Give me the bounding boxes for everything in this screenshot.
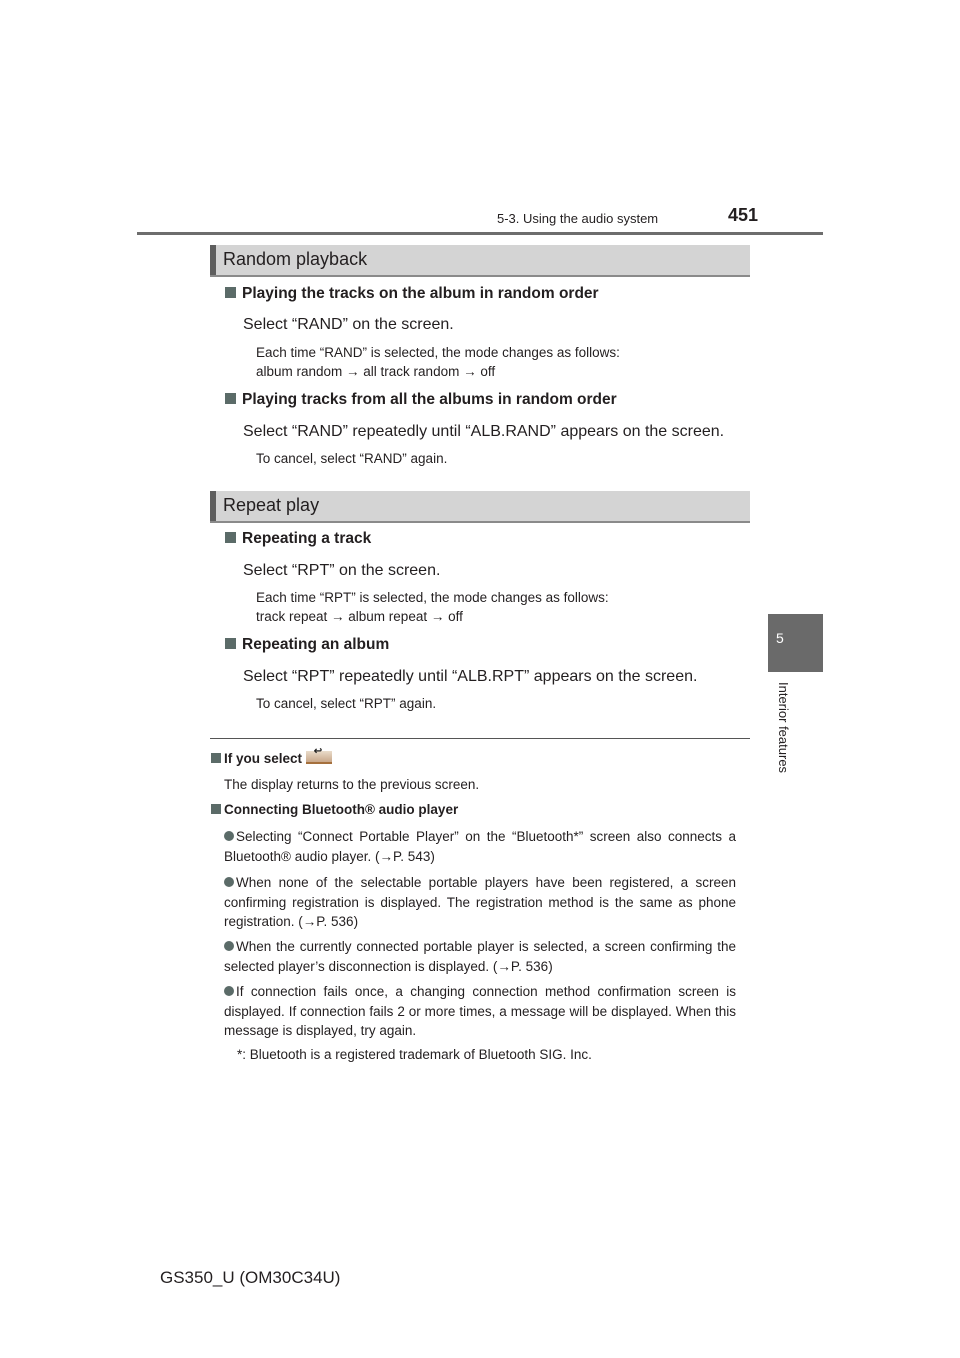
instruction: Select “RPT” repeatedly until “ALB.RPT” …	[243, 668, 698, 685]
note: To cancel, select “RAND” again.	[256, 451, 448, 466]
chapter-tab: 5	[768, 614, 823, 672]
note: The display returns to the previous scre…	[224, 777, 480, 792]
subheading: Playing tracks from all the albums in ra…	[225, 391, 617, 409]
subheading: Playing the tracks on the album in rando…	[225, 285, 599, 303]
header-rule	[137, 232, 823, 235]
chapter-label: Interior features	[776, 682, 791, 774]
subheading: Repeating an album	[225, 636, 389, 654]
bullet-icon	[224, 831, 234, 841]
bullet-icon	[224, 986, 234, 996]
page-number: 451	[728, 205, 759, 225]
divider	[210, 738, 750, 739]
section-header-repeat: Repeat play	[210, 491, 750, 523]
section-header-random: Random playback	[210, 245, 750, 277]
chapter-number: 5	[776, 630, 784, 646]
note-heading: If you select	[211, 746, 332, 766]
instruction: Select “RAND” repeatedly until “ALB.RAND…	[243, 423, 725, 440]
back-icon	[305, 746, 332, 764]
note: Each time “RPT” is selected, the mode ch…	[256, 590, 609, 605]
bullet-item: If connection fails once, a changing con…	[224, 984, 736, 1038]
instruction: Select “RAND” on the screen.	[243, 316, 454, 333]
bullet-item: When none of the selectable portable pla…	[224, 875, 736, 929]
bullet-icon	[224, 941, 234, 951]
footnote: *: Bluetooth is a registered trademark o…	[237, 1047, 592, 1062]
section-title: Random playback	[223, 249, 368, 269]
bullet-item: When the currently connected portable pl…	[224, 939, 736, 974]
note: To cancel, select “RPT” again.	[256, 696, 437, 711]
note: Each time “RAND” is selected, the mode c…	[256, 345, 620, 360]
running-header: 5-3. Using the audio system	[497, 211, 659, 226]
note-heading: Connecting Bluetooth® audio player	[211, 802, 458, 817]
footer-model: GS350_U (OM30C34U)	[160, 1268, 341, 1287]
note: track repeat → album repeat → off	[256, 609, 463, 624]
bullet-item: Selecting “Connect Portable Player” on t…	[224, 829, 736, 864]
instruction: Select “RPT” on the screen.	[243, 562, 441, 579]
subheading: Repeating a track	[225, 530, 371, 548]
note: album random → all track random → off	[256, 364, 496, 379]
bullet-icon	[224, 877, 234, 887]
section-title: Repeat play	[223, 495, 320, 515]
